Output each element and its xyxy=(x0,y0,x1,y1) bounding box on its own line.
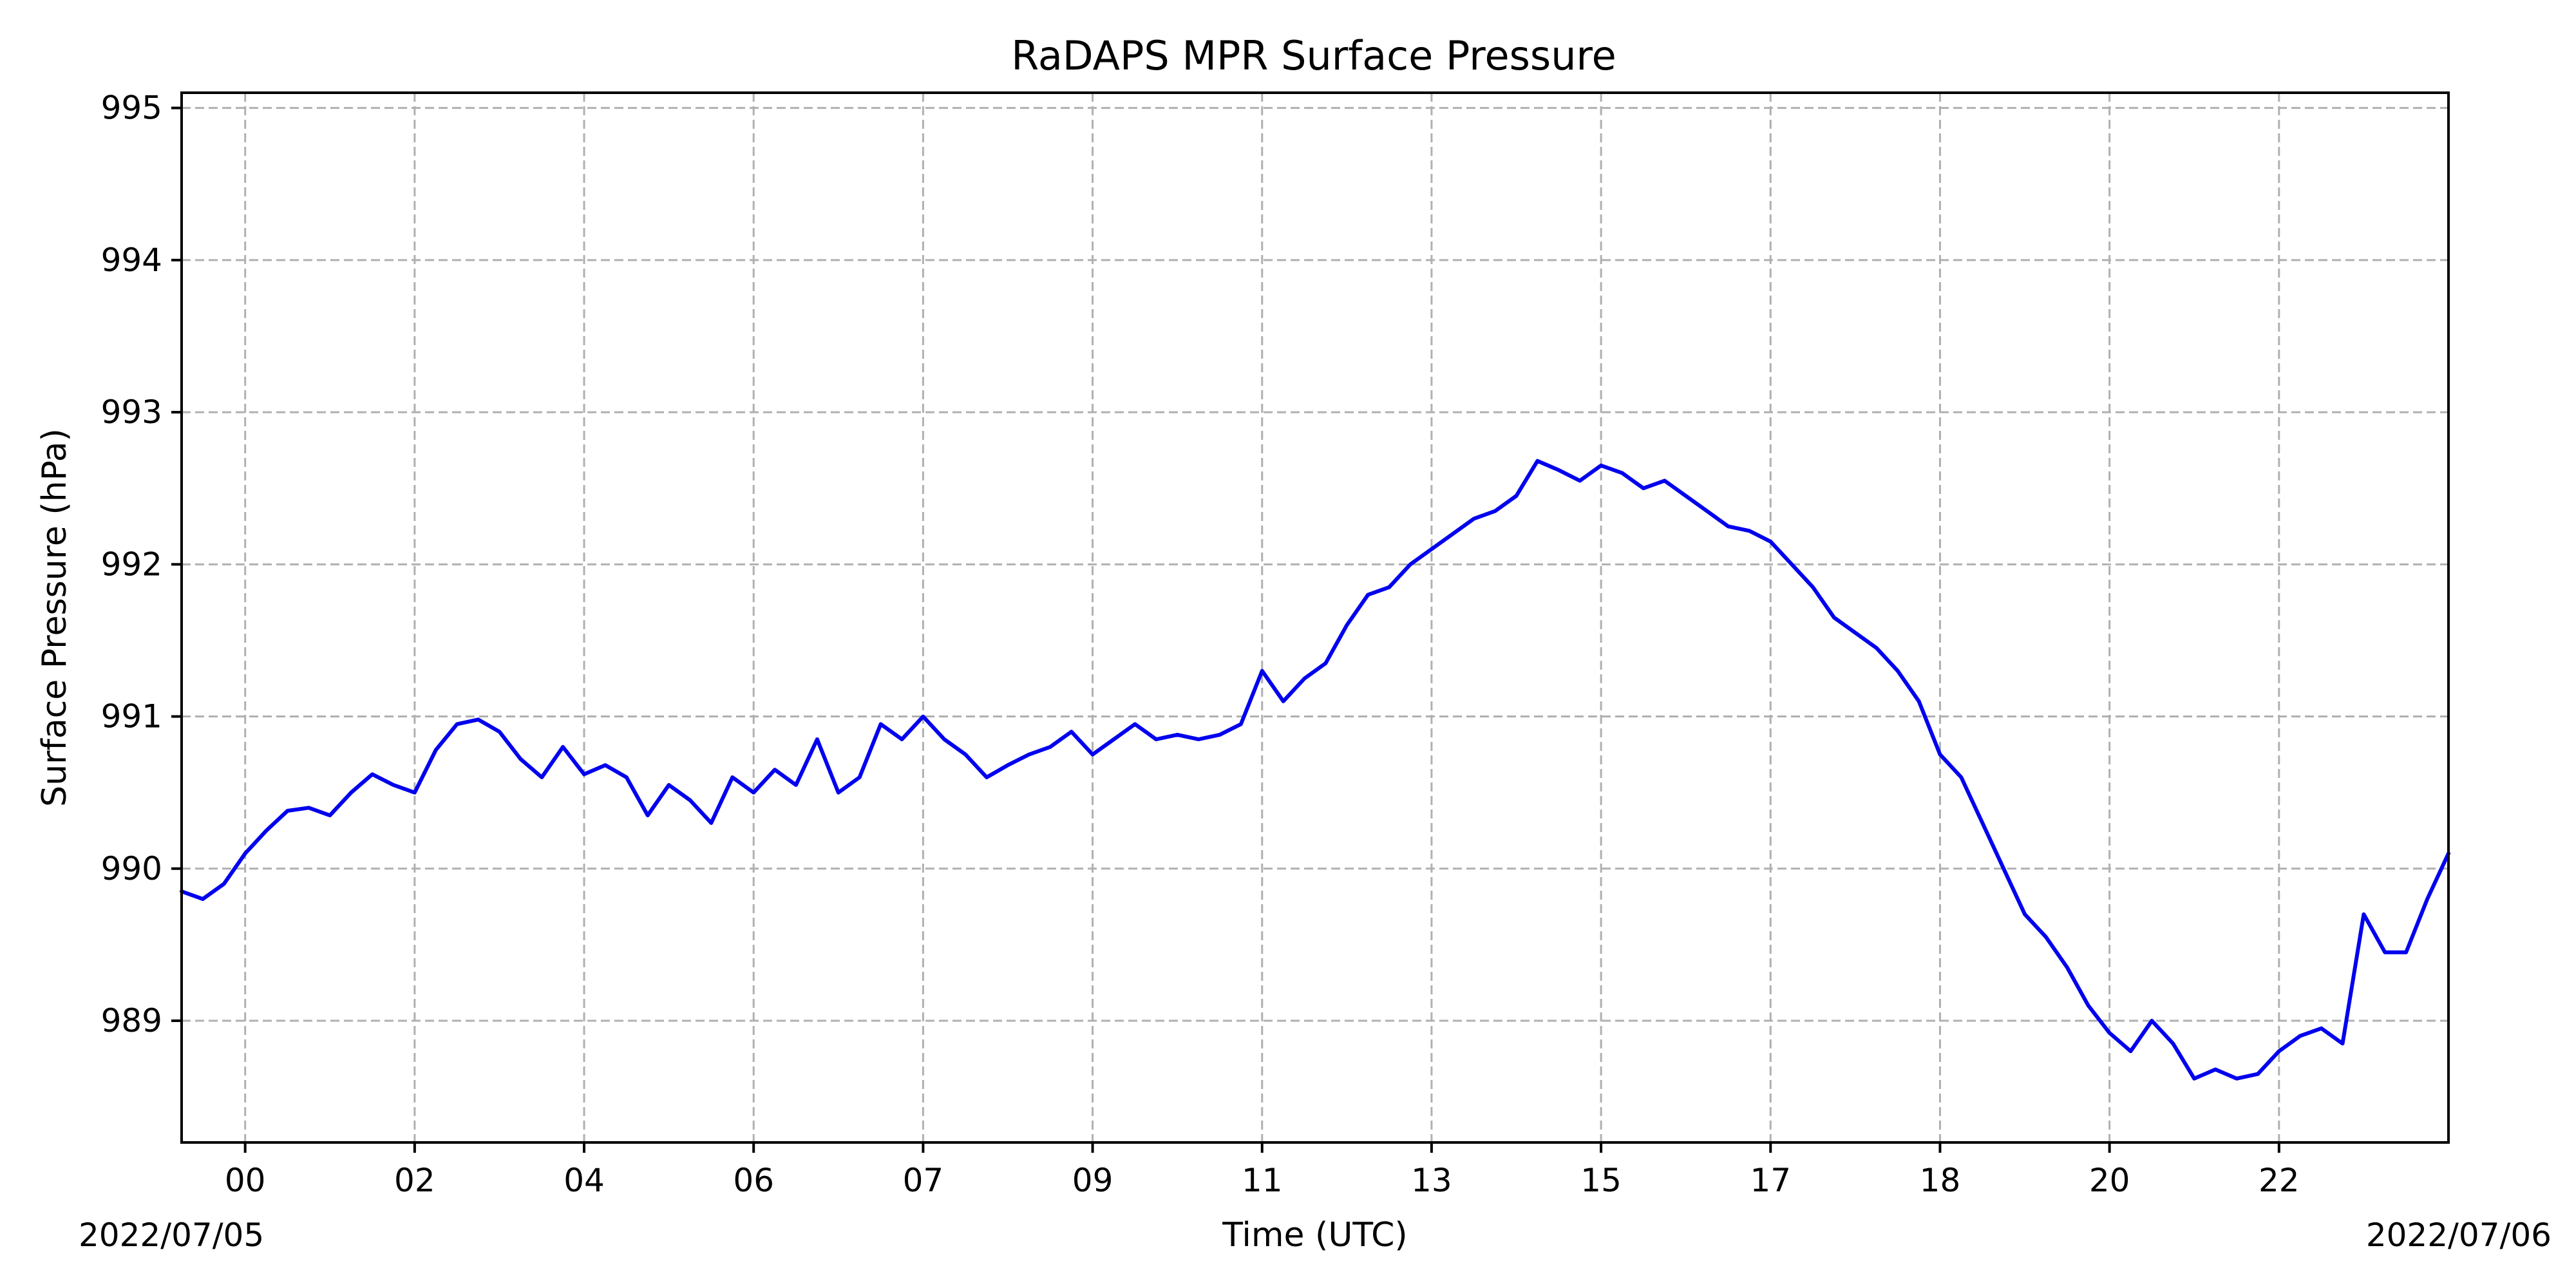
x-tick-label: 13 xyxy=(1411,1162,1452,1199)
end-date-label: 2022/07/06 xyxy=(2366,1217,2552,1254)
series-group xyxy=(180,459,2450,1081)
plot-frame xyxy=(180,91,2450,1144)
x-tick-label: 18 xyxy=(1920,1162,1961,1199)
y-axis-label: Surface Pressure (hPa) xyxy=(35,428,74,807)
y-tick-label: 992 xyxy=(101,545,162,583)
x-axis: 00 02 04 06 07 09 11 13 15 17 18 20 22 xyxy=(225,1142,2300,1199)
y-tick-label: 993 xyxy=(101,393,162,431)
x-axis-label: Time (UTC) xyxy=(1222,1216,1407,1255)
x-tick-label: 15 xyxy=(1580,1162,1622,1199)
y-tick-label: 995 xyxy=(101,90,162,127)
y-tick-label: 994 xyxy=(101,242,162,279)
series-line xyxy=(180,459,2450,1081)
gridlines xyxy=(182,93,2448,1142)
x-tick-label: 00 xyxy=(225,1162,266,1199)
x-tick-label: 06 xyxy=(733,1162,774,1199)
chart-title: RaDAPS MPR Surface Pressure xyxy=(1011,32,1616,79)
y-tick-label: 991 xyxy=(101,698,162,735)
y-axis: 989 990 991 992 993 994 995 xyxy=(101,90,182,1039)
x-tick-label: 17 xyxy=(1750,1162,1791,1199)
start-date-label: 2022/07/05 xyxy=(79,1217,264,1254)
y-tick-label: 989 xyxy=(101,1002,162,1039)
y-tick-label: 990 xyxy=(101,850,162,887)
x-tick-label: 09 xyxy=(1072,1162,1113,1199)
x-tick-label: 04 xyxy=(564,1162,605,1199)
x-tick-label: 02 xyxy=(394,1162,435,1199)
x-tick-label: 11 xyxy=(1242,1162,1283,1199)
x-tick-label: 22 xyxy=(2259,1162,2300,1199)
x-tick-label: 20 xyxy=(2089,1162,2130,1199)
x-tick-label: 07 xyxy=(903,1162,944,1199)
